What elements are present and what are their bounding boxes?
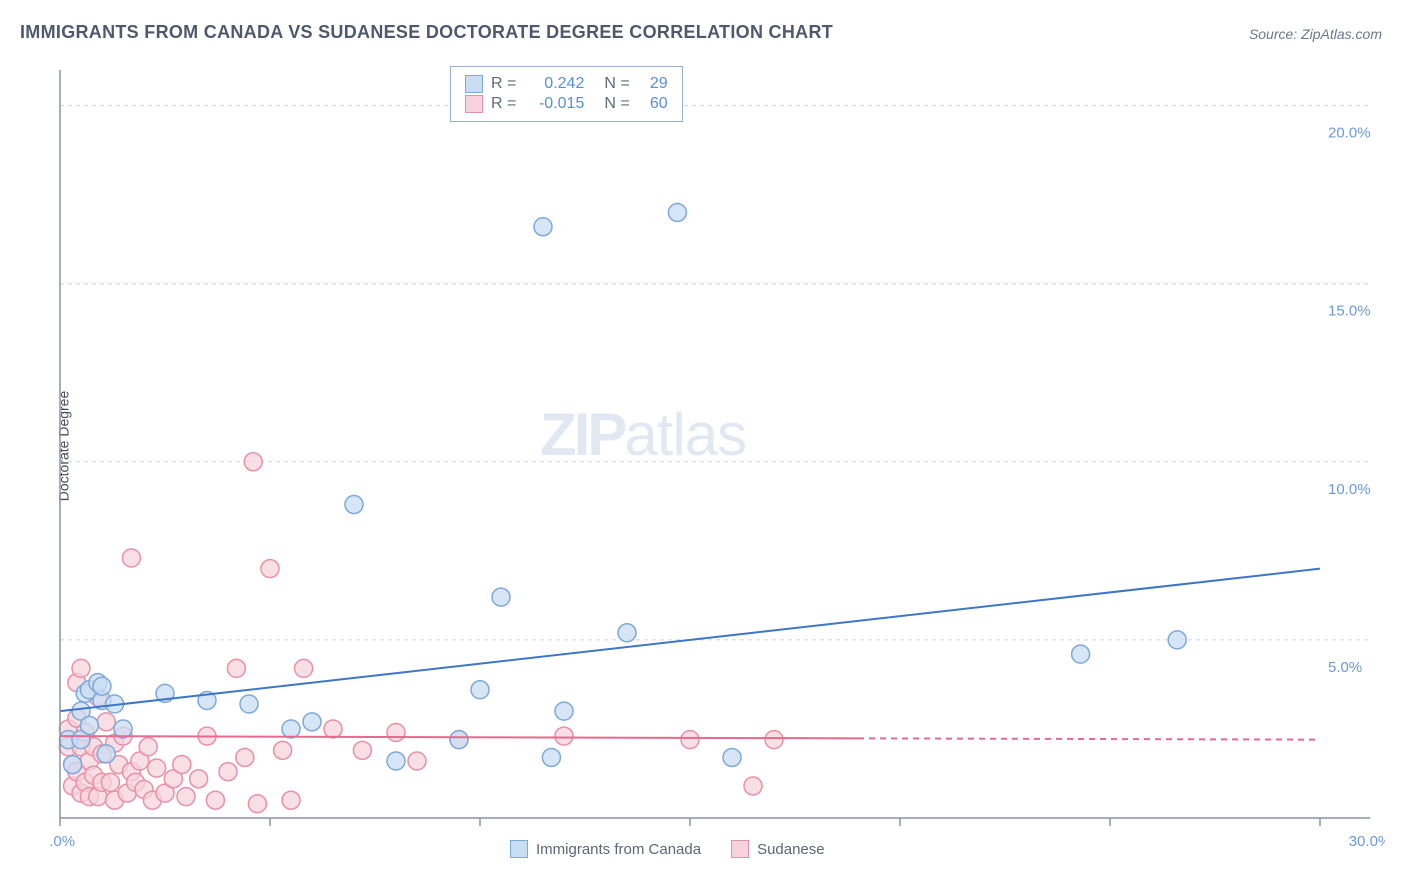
data-point-sudanese <box>236 748 254 766</box>
data-point-sudanese <box>282 791 300 809</box>
x-tick-label: 30.0% <box>1349 833 1385 850</box>
data-point-sudanese <box>248 795 266 813</box>
trend-line-canada <box>60 569 1320 711</box>
legend-item-label: Sudanese <box>757 841 825 858</box>
data-point-sudanese <box>324 720 342 738</box>
n-value-canada: 29 <box>638 75 668 93</box>
data-point-sudanese <box>219 763 237 781</box>
legend-row-sudanese: R = -0.015 N = 60 <box>465 95 668 113</box>
data-point-sudanese <box>139 738 157 756</box>
data-point-canada <box>240 695 258 713</box>
data-point-canada <box>93 677 111 695</box>
data-point-sudanese <box>274 741 292 759</box>
data-point-canada <box>97 745 115 763</box>
data-point-canada <box>387 752 405 770</box>
data-point-sudanese <box>295 659 313 677</box>
data-point-canada <box>345 496 363 514</box>
scatter-chart-svg: 5.0% 10.0% 15.0% 20.0% 0.0% 30.0% <box>50 60 1385 870</box>
data-point-canada <box>668 203 686 221</box>
data-point-canada <box>1072 645 1090 663</box>
data-point-canada <box>723 748 741 766</box>
n-label: N = <box>604 75 629 93</box>
data-point-sudanese <box>72 659 90 677</box>
data-point-canada <box>80 716 98 734</box>
data-point-canada <box>542 748 560 766</box>
data-point-sudanese <box>206 791 224 809</box>
data-point-canada <box>534 218 552 236</box>
legend-square-icon <box>731 840 749 858</box>
r-value-canada: 0.242 <box>530 75 584 93</box>
data-point-sudanese <box>190 770 208 788</box>
data-point-sudanese <box>97 713 115 731</box>
data-point-sudanese <box>177 788 195 806</box>
y-tick-label: 10.0% <box>1328 481 1371 498</box>
data-point-sudanese <box>261 560 279 578</box>
data-point-canada <box>555 702 573 720</box>
data-point-canada <box>1168 631 1186 649</box>
data-point-canada <box>282 720 300 738</box>
r-label: R = <box>491 75 516 93</box>
data-point-sudanese <box>122 549 140 567</box>
data-point-sudanese <box>173 756 191 774</box>
legend-square-canada <box>465 75 483 93</box>
data-point-canada <box>303 713 321 731</box>
data-point-sudanese <box>227 659 245 677</box>
data-point-canada <box>64 756 82 774</box>
plot-area: 5.0%10.0%15.0%20.0%0.0%30.0% <box>50 60 1385 830</box>
x-tick-label: 0.0% <box>50 833 75 850</box>
chart-title: IMMIGRANTS FROM CANADA VS SUDANESE DOCTO… <box>20 22 833 43</box>
source-attribution: Source: ZipAtlas.com <box>1249 26 1382 42</box>
data-point-sudanese <box>555 727 573 745</box>
data-point-sudanese <box>765 731 783 749</box>
y-tick-label: 15.0% <box>1328 303 1371 320</box>
data-point-sudanese <box>244 453 262 471</box>
data-point-sudanese <box>353 741 371 759</box>
legend-square-sudanese <box>465 95 483 113</box>
y-tick-label: 20.0% <box>1328 125 1371 142</box>
legend-square-icon <box>510 840 528 858</box>
trend-line-sudanese <box>60 736 858 738</box>
legend-item-canada: Immigrants from Canada <box>510 840 701 858</box>
r-value-sudanese: -0.015 <box>530 95 584 113</box>
chart-container: IMMIGRANTS FROM CANADA VS SUDANESE DOCTO… <box>0 0 1406 892</box>
n-value-sudanese: 60 <box>638 95 668 113</box>
data-point-canada <box>618 624 636 642</box>
data-point-canada <box>471 681 489 699</box>
data-point-canada <box>492 588 510 606</box>
n-label: N = <box>604 95 629 113</box>
legend-item-label: Immigrants from Canada <box>536 841 701 858</box>
legend-row-canada: R = 0.242 N = 29 <box>465 75 668 93</box>
data-point-canada <box>450 731 468 749</box>
data-point-sudanese <box>744 777 762 795</box>
data-point-sudanese <box>387 724 405 742</box>
data-point-sudanese <box>681 731 699 749</box>
trend-line-sudanese-dashed <box>858 738 1320 739</box>
series-legend: Immigrants from Canada Sudanese <box>510 840 825 858</box>
data-point-sudanese <box>101 773 119 791</box>
correlation-legend-box: R = 0.242 N = 29 R = -0.015 N = 60 <box>450 66 683 122</box>
legend-item-sudanese: Sudanese <box>731 840 825 858</box>
data-point-sudanese <box>408 752 426 770</box>
y-tick-label: 5.0% <box>1328 659 1362 676</box>
r-label: R = <box>491 95 516 113</box>
data-point-sudanese <box>148 759 166 777</box>
